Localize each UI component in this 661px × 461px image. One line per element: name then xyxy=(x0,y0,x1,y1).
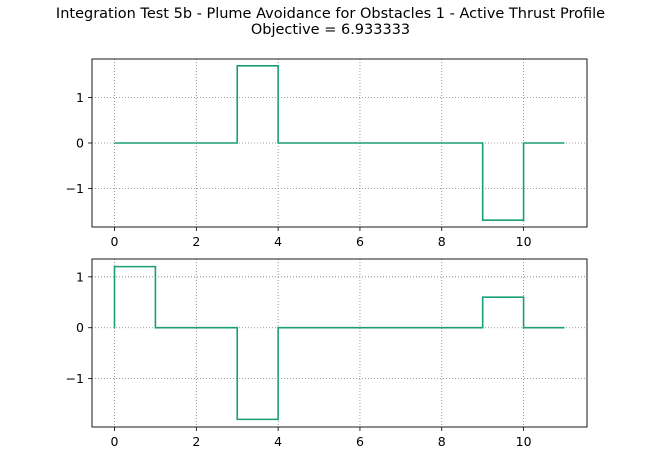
figure-title-line-1: Integration Test 5b - Plume Avoidance fo… xyxy=(55,6,606,22)
x-tick-label: 10 xyxy=(516,434,532,449)
x-tick-label: 4 xyxy=(274,434,282,449)
x-tick-label: 10 xyxy=(516,234,532,249)
y-tick-label: −1 xyxy=(66,371,84,386)
thrust-profile-line xyxy=(113,265,565,421)
x-tick-label: 2 xyxy=(192,434,200,449)
y-tick-label: 0 xyxy=(76,136,84,151)
x-tick-label: 6 xyxy=(356,234,364,249)
figure-title-line-2: Objective = 6.933333 xyxy=(250,22,411,38)
y-tick-label: −1 xyxy=(66,181,84,196)
x-tick-label: 6 xyxy=(356,434,364,449)
thrust-profile-line xyxy=(114,65,565,221)
y-tick-label: 1 xyxy=(76,269,84,284)
x-tick-label: 0 xyxy=(111,434,119,449)
x-tick-label: 4 xyxy=(274,234,282,249)
y-tick-label: 1 xyxy=(76,90,84,105)
axes-frame xyxy=(91,258,588,428)
x-tick-label: 8 xyxy=(438,234,446,249)
x-tick-label: 0 xyxy=(111,234,119,249)
x-tick-label: 8 xyxy=(438,434,446,449)
y-tick-label: 0 xyxy=(76,320,84,335)
x-tick-label: 2 xyxy=(192,234,200,249)
